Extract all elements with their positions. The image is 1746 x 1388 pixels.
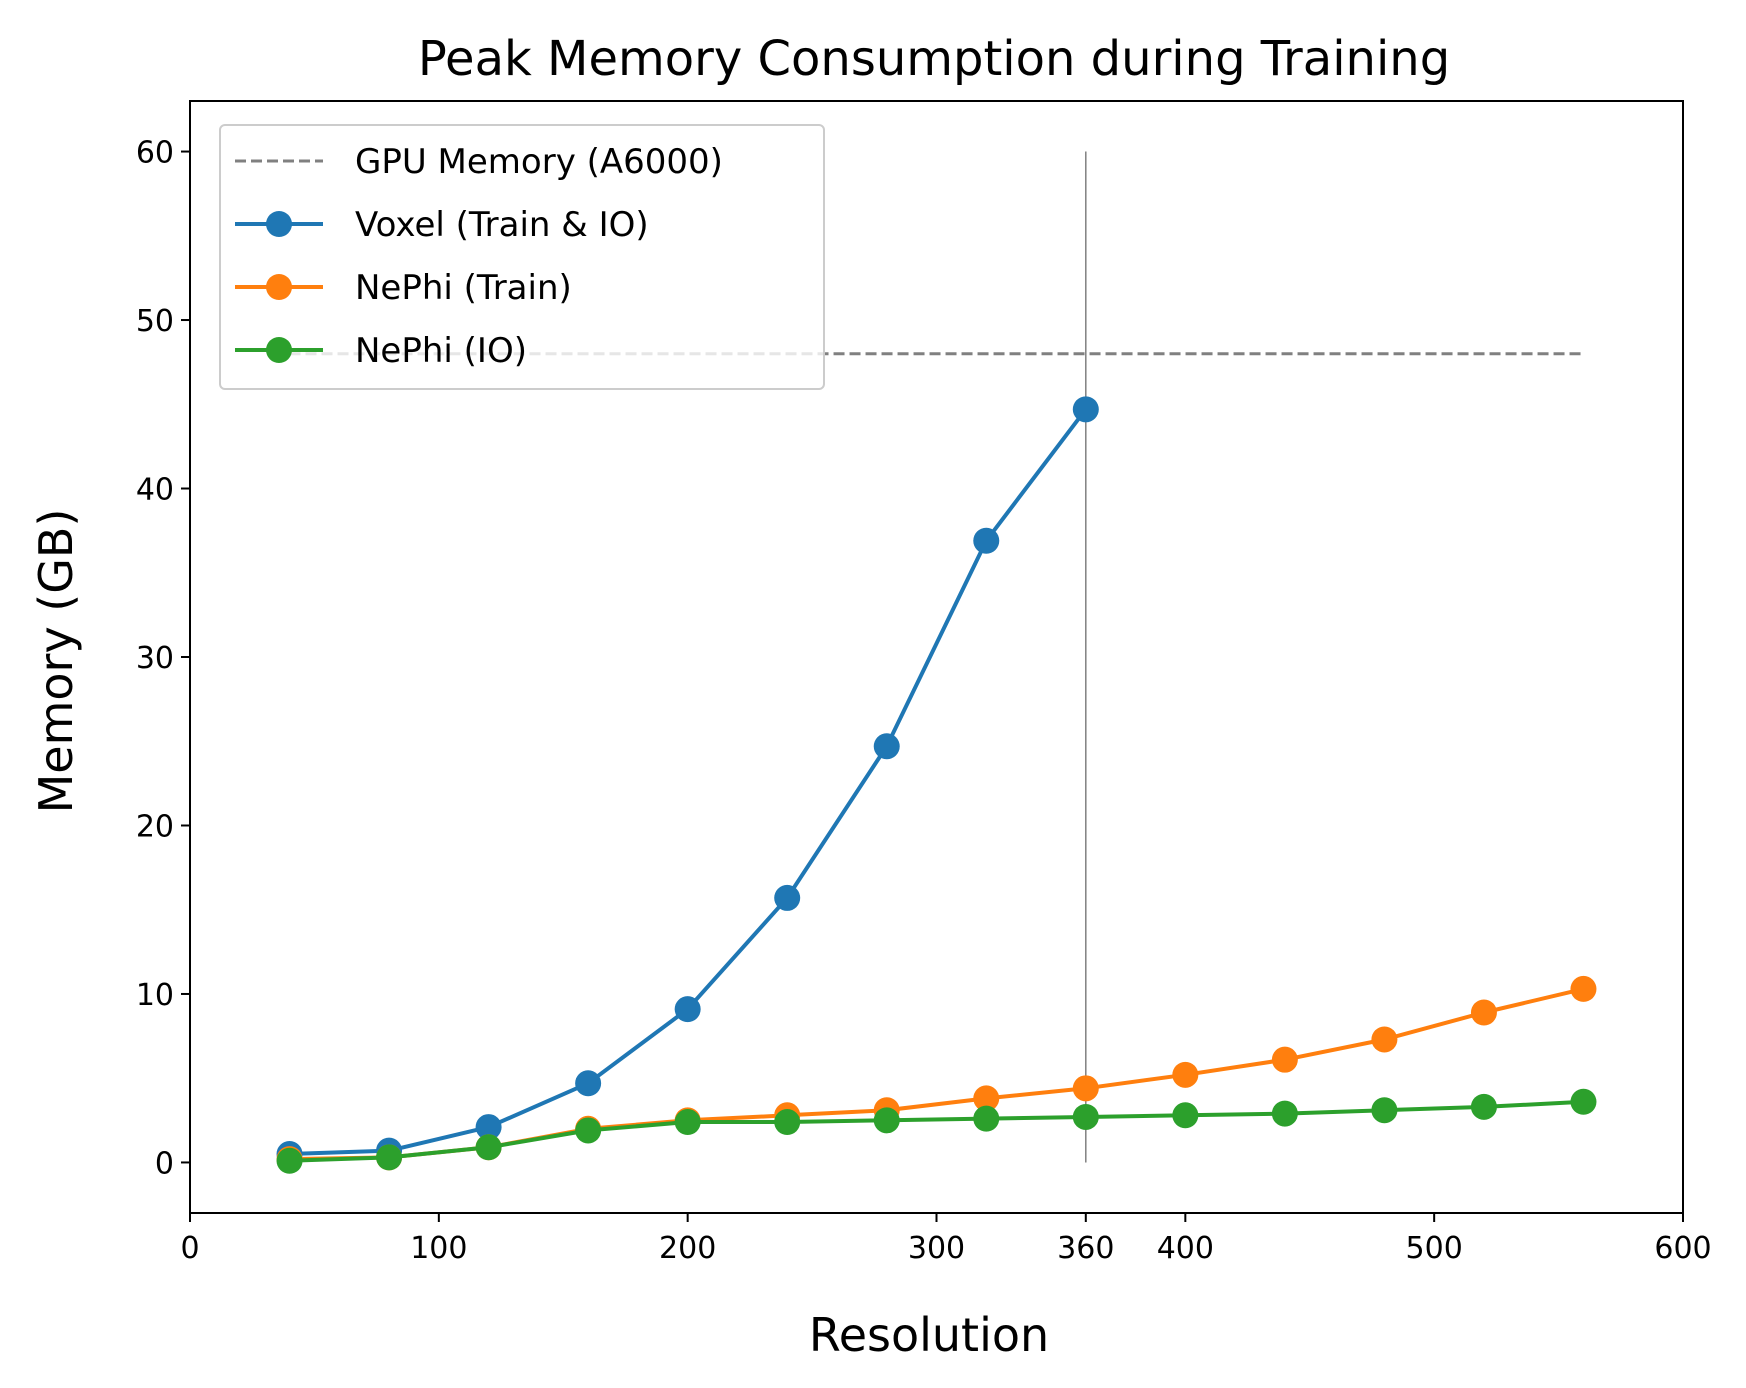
data-point [1570, 975, 1597, 1002]
y-tick-label: 10 [136, 978, 174, 1013]
series-lines [276, 396, 1597, 1174]
data-point [973, 1105, 1000, 1132]
data-point [774, 1109, 801, 1136]
legend-entry: NePhi (IO) [235, 331, 527, 371]
series-2 [276, 1088, 1597, 1174]
data-point [973, 527, 1000, 554]
data-point [1072, 1075, 1099, 1102]
data-point [376, 1144, 403, 1171]
legend: GPU Memory (A6000) Voxel (Train & IO) NePh… [219, 124, 825, 390]
data-point [575, 1117, 602, 1144]
data-point [1371, 1026, 1398, 1053]
data-point [475, 1134, 502, 1161]
series-0 [276, 396, 1099, 1168]
x-tick-label: 200 [659, 1231, 716, 1266]
data-point [1470, 999, 1497, 1026]
data-point [575, 1070, 602, 1097]
x-axis-title: Resolution [809, 1308, 1049, 1362]
x-tick-label: 600 [1654, 1231, 1711, 1266]
data-point [1371, 1097, 1398, 1124]
data-point [1570, 1088, 1597, 1115]
data-point [674, 1109, 701, 1136]
x-tick-label: 360 [1057, 1231, 1114, 1266]
series-line [287, 1099, 1586, 1163]
x-tick-label: 400 [1157, 1231, 1214, 1266]
legend-swatch-marker [266, 337, 292, 363]
chart-title: Peak Memory Consumption during Training [418, 31, 1450, 87]
legend-entry: GPU Memory (A6000) [235, 142, 723, 182]
legend-swatch-marker [266, 211, 292, 237]
legend-entry: Voxel (Train & IO) [235, 205, 649, 245]
series-line [287, 407, 1088, 1156]
data-point [1072, 396, 1099, 423]
y-tick-label: 40 [136, 473, 174, 508]
data-point [1072, 1103, 1099, 1130]
data-point [1271, 1100, 1298, 1127]
legend-label: NePhi (IO) [355, 331, 527, 371]
y-tick-label: 60 [136, 136, 174, 171]
y-tick-label: 20 [136, 809, 174, 844]
data-point [1172, 1061, 1199, 1088]
x-tick-label: 500 [1406, 1231, 1463, 1266]
data-point [276, 1147, 303, 1174]
data-point [774, 884, 801, 911]
data-point [1271, 1046, 1298, 1073]
y-axis-title: Memory (GB) [29, 509, 83, 814]
y-tick-label: 0 [155, 1146, 174, 1181]
y-tick-label: 50 [136, 304, 174, 339]
data-point [1172, 1102, 1199, 1129]
axes: 0 100 200 300 360 400 500 600 0 10 20 30 40 50 60 [136, 100, 1712, 1266]
data-point [1470, 1093, 1497, 1120]
x-tick-label: 300 [908, 1231, 965, 1266]
data-point [973, 1085, 1000, 1112]
data-point [873, 1107, 900, 1134]
legend-box [219, 124, 825, 390]
data-point [475, 1114, 502, 1141]
legend-label: GPU Memory (A6000) [355, 142, 723, 182]
x-tick-label: 0 [180, 1231, 199, 1266]
legend-swatch-marker [266, 274, 292, 300]
legend-label: Voxel (Train & IO) [355, 205, 649, 245]
series-1 [276, 975, 1597, 1173]
legend-label: NePhi (Train) [355, 268, 572, 308]
x-tick-label: 100 [410, 1231, 467, 1266]
y-tick-label: 30 [136, 641, 174, 676]
legend-entry: NePhi (Train) [235, 268, 572, 308]
data-point [674, 996, 701, 1023]
data-point [873, 733, 900, 760]
